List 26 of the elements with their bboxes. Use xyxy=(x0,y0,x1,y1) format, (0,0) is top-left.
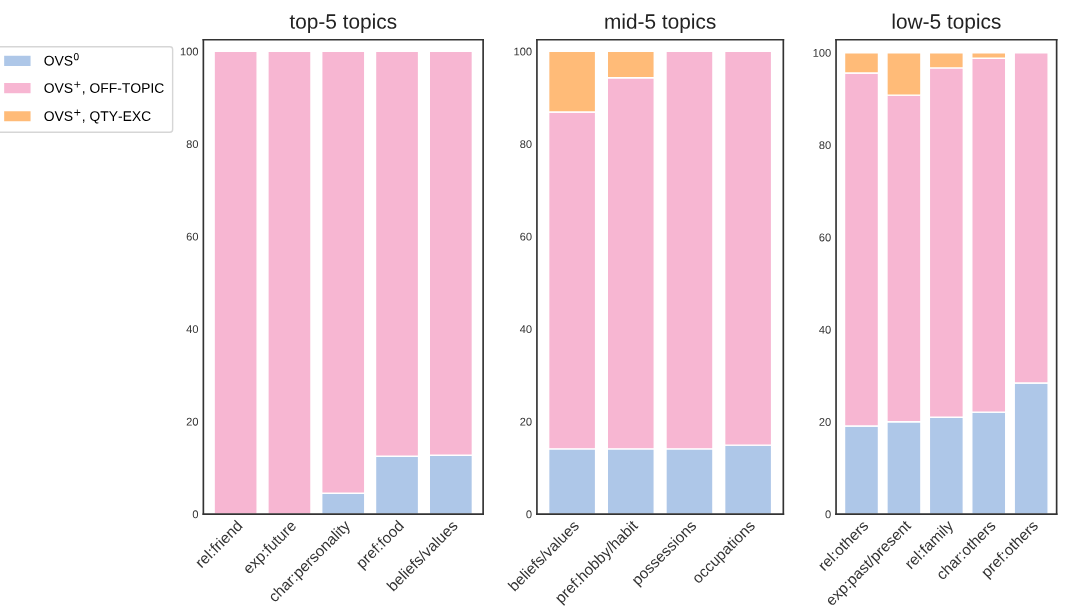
bar xyxy=(267,50,312,515)
y-tick-label: 60 xyxy=(186,232,199,241)
y-tick-label: 20 xyxy=(520,417,532,426)
y-tick-label: 60 xyxy=(520,232,532,241)
y-tick-label: 0 xyxy=(192,510,199,519)
y-tick-label: 60 xyxy=(819,233,831,242)
y-tick-label: 20 xyxy=(186,417,199,426)
y-tick-label: 40 xyxy=(186,325,199,334)
legend-label: OVS$^{+}$, QTY-EXC xyxy=(44,109,151,124)
legend-label: OVS$^{0}$ xyxy=(44,52,79,66)
chart-title: mid-5 topics xyxy=(605,13,716,33)
y-tick-label: 40 xyxy=(519,325,532,334)
y-tick-label: 100 xyxy=(813,48,831,57)
y-tick-label: 80 xyxy=(186,140,199,149)
chart-title: top-5 topics xyxy=(289,13,397,33)
y-tick-label: 40 xyxy=(819,325,831,334)
y-tick-label: 100 xyxy=(514,47,532,56)
chart-title: low-5 topics xyxy=(892,13,1001,33)
legend-label: OVS$^{+}$, OFF-TOPIC xyxy=(44,81,164,95)
y-tick-label: 0 xyxy=(825,510,831,519)
y-tick-label: 0 xyxy=(526,510,532,519)
y-tick-label: 100 xyxy=(180,47,199,56)
y-tick-label: 20 xyxy=(819,418,831,426)
y-tick-label: 80 xyxy=(819,141,831,150)
y-tick-label: 80 xyxy=(520,140,532,149)
bar xyxy=(213,50,258,515)
